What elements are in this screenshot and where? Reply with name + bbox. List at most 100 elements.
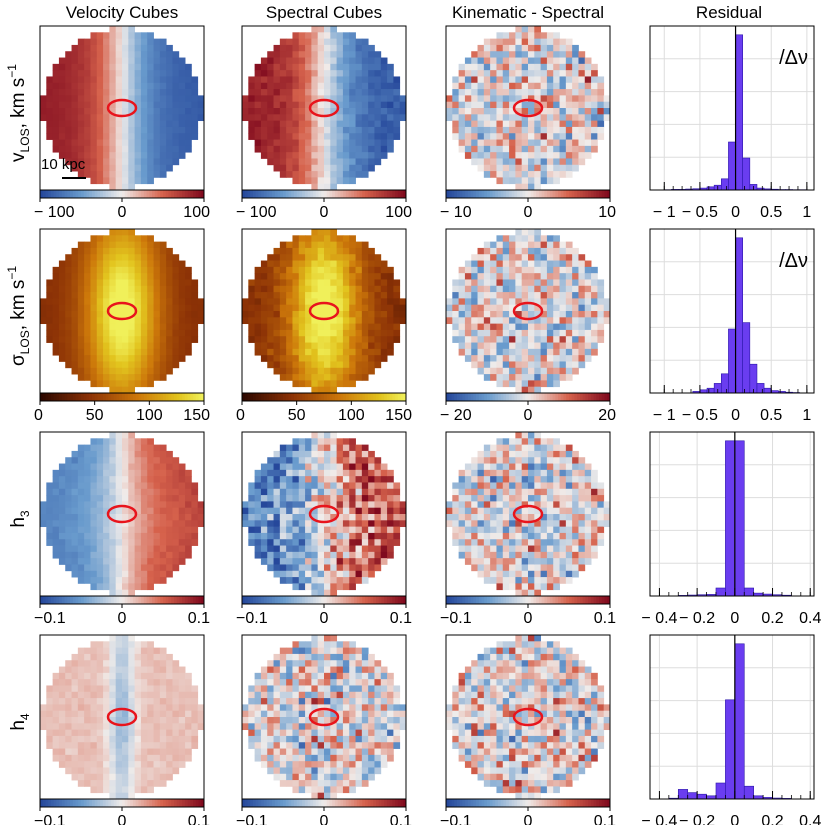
map-pixel — [343, 438, 350, 445]
map-pixel — [528, 292, 535, 299]
map-pixel — [459, 114, 466, 121]
map-pixel — [522, 324, 529, 331]
map-pixel — [122, 102, 129, 109]
map-pixel — [471, 114, 478, 121]
map-pixel — [534, 51, 541, 58]
map-pixel — [496, 564, 503, 571]
map-pixel — [547, 152, 554, 159]
map-pixel — [280, 83, 287, 90]
map-pixel — [65, 501, 72, 508]
map-pixel — [122, 273, 129, 280]
map-pixel — [97, 39, 104, 46]
map-pixel — [122, 489, 129, 496]
map-pixel — [128, 533, 135, 540]
map-pixel — [368, 133, 375, 140]
map-pixel — [292, 583, 299, 590]
map-pixel — [478, 451, 485, 458]
map-pixel — [147, 349, 154, 356]
map-pixel — [547, 336, 554, 343]
map-pixel — [509, 45, 516, 52]
map-pixel — [465, 292, 472, 299]
map-pixel — [509, 489, 516, 496]
map-pixel — [387, 83, 394, 90]
map-pixel — [578, 254, 585, 261]
map-pixel — [84, 451, 91, 458]
map-pixel — [116, 330, 123, 337]
map-pixel — [553, 305, 560, 312]
map-pixel — [509, 336, 516, 343]
map-pixel — [374, 495, 381, 502]
map-pixel — [387, 292, 394, 299]
map-pixel — [381, 133, 388, 140]
map-pixel — [478, 108, 485, 115]
map-pixel — [515, 374, 522, 381]
map-pixel — [362, 374, 369, 381]
map-pixel — [362, 83, 369, 90]
map-pixel — [292, 58, 299, 65]
map-pixel — [65, 89, 72, 96]
map-pixel — [305, 349, 312, 356]
map-pixel — [318, 476, 325, 483]
map-pixel — [522, 26, 529, 33]
map-pixel — [490, 165, 497, 172]
map-pixel — [135, 45, 142, 52]
map-pixel — [311, 45, 318, 52]
map-pixel — [286, 349, 293, 356]
map-pixel — [515, 330, 522, 337]
map-pixel — [522, 368, 529, 375]
map-pixel — [362, 248, 369, 255]
map-pixel — [135, 32, 142, 39]
map-pixel — [553, 349, 560, 356]
map-pixel — [374, 95, 381, 102]
map-pixel — [528, 45, 535, 52]
map-pixel — [78, 343, 85, 350]
map-pixel — [128, 248, 135, 255]
map-pixel — [185, 495, 192, 502]
map-pixel — [72, 298, 79, 305]
map-pixel — [478, 127, 485, 134]
map-pixel — [191, 133, 198, 140]
map-pixel — [116, 165, 123, 172]
map-pixel — [128, 121, 135, 128]
map-pixel — [503, 177, 510, 184]
map-pixel — [541, 583, 548, 590]
map-pixel — [368, 336, 375, 343]
map-pixel — [471, 298, 478, 305]
map-pixel — [528, 58, 535, 65]
map-pixel — [103, 330, 110, 337]
map-pixel — [459, 127, 466, 134]
map-pixel — [128, 368, 135, 375]
map-pixel — [484, 76, 491, 83]
map-pixel — [103, 254, 110, 261]
map-pixel — [387, 489, 394, 496]
map-pixel — [330, 552, 337, 559]
map-pixel — [349, 39, 356, 46]
map-pixel — [128, 324, 135, 331]
map-pixel — [141, 495, 148, 502]
map-pixel — [465, 317, 472, 324]
map-pixel — [362, 361, 369, 368]
map-pixel — [566, 70, 573, 77]
map-pixel — [534, 552, 541, 559]
map-pixel — [356, 317, 363, 324]
map-pixel — [53, 102, 60, 109]
map-pixel — [185, 514, 192, 521]
map-pixel — [97, 114, 104, 121]
map-pixel — [267, 273, 274, 280]
map-pixel — [160, 121, 167, 128]
map-pixel — [116, 121, 123, 128]
map-pixel — [324, 45, 331, 52]
map-pixel — [286, 495, 293, 502]
map-pixel — [141, 355, 148, 362]
map-pixel — [78, 292, 85, 299]
map-pixel — [566, 39, 573, 46]
map-pixel — [311, 286, 318, 293]
map-pixel — [566, 127, 573, 134]
map-pixel — [305, 292, 312, 299]
map-pixel — [135, 171, 142, 178]
map-pixel — [566, 76, 573, 83]
map-pixel — [547, 445, 554, 452]
map-pixel — [560, 121, 567, 128]
map-pixel — [78, 520, 85, 527]
map-pixel — [274, 254, 281, 261]
